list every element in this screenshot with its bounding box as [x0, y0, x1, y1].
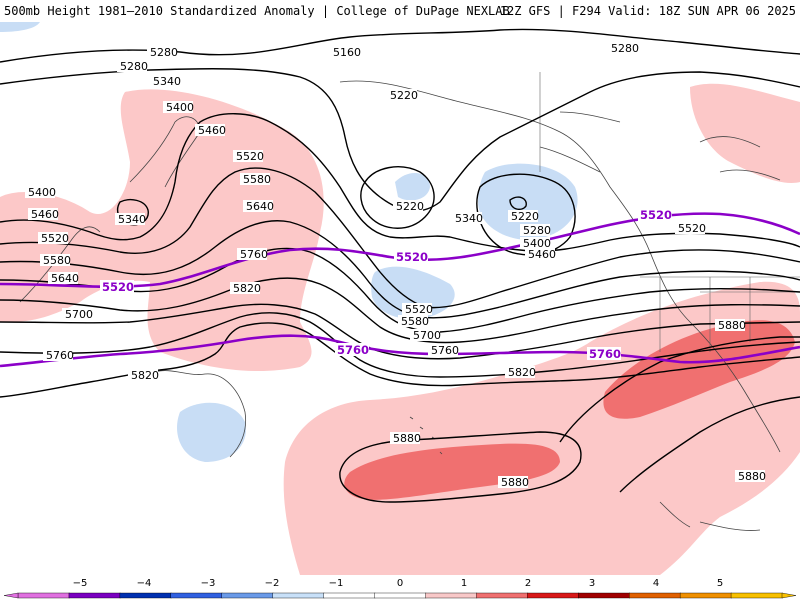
strong-positive-anomaly	[344, 320, 795, 500]
contour-label: 5580	[401, 315, 429, 328]
colorbar-tick-label: −4	[137, 578, 152, 589]
contour-label: 5400	[166, 101, 194, 114]
contour-label: 5520	[236, 150, 264, 163]
contour-label: 5220	[390, 89, 418, 102]
contour-label: 5700	[65, 308, 93, 321]
header: 500mb Height 1981–2010 Standardized Anom…	[0, 0, 800, 22]
colorbar-segment	[170, 592, 223, 599]
colorbar-segment	[425, 592, 478, 599]
map-title: 500mb Height 1981–2010 Standardized Anom…	[4, 4, 510, 18]
contour-label: 5340	[455, 212, 483, 225]
colorbar-tick-label: −3	[201, 578, 216, 589]
colorbar-tick-labels: −5 −4 −3 −2 −1 0 1 2 3 4 5	[73, 578, 724, 589]
contour-label: 5880	[738, 470, 766, 483]
political-borders	[539, 72, 800, 352]
colorbar-tick-label: −1	[329, 578, 344, 589]
clim-label: 5760	[337, 343, 369, 357]
anomaly-colorbar: −5 −4 −3 −2 −1 0 1 2 3 4 5	[3, 578, 797, 599]
colorbar-segment	[68, 592, 121, 599]
model-run-info: 12Z GFS | F294 Valid: 18Z SUN APR 06 202…	[499, 4, 796, 18]
contour-label: 5760	[240, 248, 268, 261]
contour-label: 5760	[46, 349, 74, 362]
contour-labels: 5280 5160 5280 5280 5340 5220 5400 5460 …	[25, 42, 766, 489]
colorbar-segment	[578, 592, 630, 599]
contour-label: 5820	[233, 282, 261, 295]
contour-label: 5880	[501, 476, 529, 489]
contour-label: 5280	[120, 60, 148, 73]
colorbar-tick-label: 4	[653, 578, 659, 589]
contour-label: 5400	[523, 237, 551, 250]
clim-label: 5520	[102, 280, 134, 294]
contour-label: 5760	[431, 344, 459, 357]
colorbar-segment	[221, 592, 274, 599]
negative-anomaly-shading	[0, 22, 578, 462]
colorbar-segment	[17, 592, 70, 599]
colorbar-tick-label: 3	[589, 578, 595, 589]
contour-label: 5580	[243, 173, 271, 186]
colorbar-segment	[272, 592, 325, 599]
contour-label: 5280	[150, 46, 178, 59]
colorbar-high-arrow	[781, 592, 797, 599]
contour-label: 5640	[51, 272, 79, 285]
contour-label: 5340	[118, 213, 146, 226]
colorbar-segment	[679, 592, 732, 599]
colorbar-segment	[629, 592, 681, 599]
contour-label: 5580	[43, 254, 71, 267]
contour-label: 5220	[396, 200, 424, 213]
colorbar-segments	[3, 592, 797, 599]
contour-label: 5520	[678, 222, 706, 235]
colorbar-tick-label: −2	[265, 578, 280, 589]
contour-label: 5820	[131, 369, 159, 382]
colorbar-segment	[730, 592, 783, 599]
contour-label: 5280	[611, 42, 639, 55]
contour-label: 5160	[333, 46, 361, 59]
contour-label: 5220	[511, 210, 539, 223]
climatology-labels: 5520 5520 5520 5760 5760	[100, 208, 672, 361]
colorbar-segment	[476, 592, 529, 599]
contour-label: 5640	[246, 200, 274, 213]
clim-label: 5760	[589, 347, 621, 361]
colorbar-low-arrow	[3, 592, 19, 599]
contour-label: 5880	[718, 319, 746, 332]
colorbar-segment	[527, 592, 579, 599]
contour-label: 5340	[153, 75, 181, 88]
colorbar-tick-label: 2	[525, 578, 531, 589]
contour-label: 5460	[528, 248, 556, 261]
colorbar-tick-label: 1	[461, 578, 467, 589]
colorbar-segment	[119, 592, 172, 599]
colorbar-tick-label: −5	[73, 578, 88, 589]
contour-label: 5460	[31, 208, 59, 221]
contour-label: 5700	[413, 329, 441, 342]
clim-label: 5520	[396, 250, 428, 264]
colorbar-segment	[374, 592, 427, 599]
colorbar-tick-label: 5	[717, 578, 723, 589]
contour-label: 5280	[523, 224, 551, 237]
contour-label: 5520	[41, 232, 69, 245]
colorbar-segment	[323, 592, 376, 599]
contour-label: 5460	[198, 124, 226, 137]
contour-label: 5820	[508, 366, 536, 379]
colorbar-tick-label: 0	[397, 578, 403, 589]
height-anomaly-map: 5280 5160 5280 5280 5340 5220 5400 5460 …	[0, 22, 800, 575]
contour-label: 5880	[393, 432, 421, 445]
contour-label: 5400	[28, 186, 56, 199]
clim-label: 5520	[640, 208, 672, 222]
contour-label: 5520	[405, 303, 433, 316]
